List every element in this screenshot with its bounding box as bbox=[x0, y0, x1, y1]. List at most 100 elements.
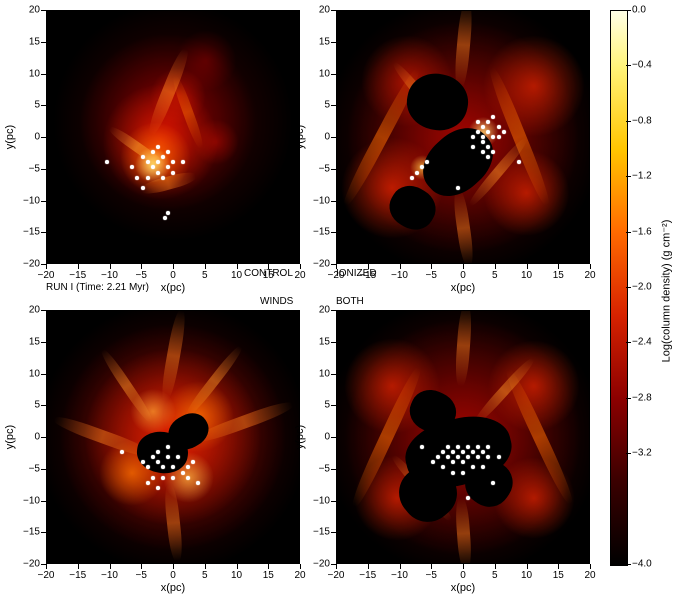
y-tickmark bbox=[41, 437, 46, 438]
x-tick-label: 0 bbox=[460, 570, 466, 581]
gas-blob bbox=[323, 297, 602, 576]
y-tick-label: 20 bbox=[306, 5, 330, 16]
x-tick-label: 15 bbox=[553, 570, 564, 581]
sink-particle bbox=[156, 460, 160, 464]
sink-particle bbox=[171, 160, 175, 164]
sink-particle bbox=[446, 445, 450, 449]
gas-blob bbox=[410, 155, 435, 180]
x-tickmark bbox=[205, 564, 206, 569]
gas-blob bbox=[341, 137, 443, 239]
gas-blob bbox=[52, 1, 293, 242]
sink-particle bbox=[191, 460, 195, 464]
y-tick-label: −15 bbox=[306, 227, 330, 238]
colorbar-tick-label: −3.2 bbox=[632, 448, 652, 459]
sink-particle bbox=[156, 160, 160, 164]
y-tickmark bbox=[331, 437, 336, 438]
gas-filament bbox=[183, 344, 244, 418]
x-tick-label: 10 bbox=[231, 570, 242, 581]
sink-particle bbox=[476, 455, 480, 459]
y-tickmark bbox=[331, 469, 336, 470]
sink-particle bbox=[146, 176, 150, 180]
panel-name-label: WINDS bbox=[260, 296, 293, 307]
sink-particle bbox=[481, 150, 485, 154]
y-tick-label: 15 bbox=[306, 36, 330, 47]
sink-particle bbox=[410, 176, 414, 180]
y-tickmark bbox=[41, 232, 46, 233]
x-tick-label: 20 bbox=[584, 270, 595, 281]
panel-both: −20−20−15−15−10−10−5−50055101015152020x(… bbox=[336, 310, 590, 564]
y-tick-label: 20 bbox=[16, 305, 40, 316]
x-tickmark bbox=[141, 564, 142, 569]
gas-blob bbox=[344, 318, 583, 557]
cavity bbox=[403, 384, 461, 440]
gas-blob bbox=[468, 117, 498, 147]
sink-particle bbox=[451, 460, 455, 464]
sink-particle bbox=[491, 135, 495, 139]
y-tick-label: −5 bbox=[306, 463, 330, 474]
x-tick-label: −20 bbox=[328, 570, 345, 581]
x-axis-label: x(pc) bbox=[161, 582, 185, 594]
colorbar-label: Log(column density) (g cm⁻²) bbox=[660, 220, 673, 363]
y-tick-label: −10 bbox=[306, 495, 330, 506]
colorbar-tick-label: −4.0 bbox=[632, 559, 652, 570]
y-tick-label: −20 bbox=[306, 559, 330, 570]
y-tick-label: −15 bbox=[16, 227, 40, 238]
y-tickmark bbox=[41, 74, 46, 75]
y-tickmark bbox=[331, 169, 336, 170]
gas-blob bbox=[79, 33, 257, 211]
y-tickmark bbox=[331, 105, 336, 106]
x-tick-label: 20 bbox=[294, 270, 305, 281]
sink-particle bbox=[486, 130, 490, 134]
y-tickmark bbox=[41, 137, 46, 138]
x-tickmark bbox=[336, 564, 337, 569]
gas-filament bbox=[391, 60, 454, 133]
x-tickmark bbox=[431, 564, 432, 569]
gas-filament bbox=[163, 485, 184, 562]
cavity bbox=[382, 179, 442, 237]
x-tickmark bbox=[110, 564, 111, 569]
sink-particle bbox=[161, 465, 165, 469]
sink-particle bbox=[471, 135, 475, 139]
gas-filament bbox=[453, 2, 473, 89]
gas-blob bbox=[135, 147, 171, 183]
y-tickmark bbox=[331, 501, 336, 502]
y-tick-label: 0 bbox=[306, 432, 330, 443]
y-tickmark bbox=[331, 374, 336, 375]
y-tickmark bbox=[331, 264, 336, 265]
gas-filament bbox=[502, 368, 576, 507]
y-tick-label: 0 bbox=[16, 132, 40, 143]
x-tick-label: −5 bbox=[426, 570, 437, 581]
gas-filament bbox=[159, 310, 187, 402]
y-tickmark bbox=[41, 169, 46, 170]
panel-name-label: BOTH bbox=[336, 296, 364, 307]
x-tick-label: −15 bbox=[69, 270, 86, 281]
sink-particle bbox=[166, 150, 170, 154]
sink-particle bbox=[451, 450, 455, 454]
y-tickmark bbox=[41, 10, 46, 11]
sink-particle bbox=[456, 186, 460, 190]
gas-filament bbox=[340, 67, 423, 208]
gas-blob bbox=[323, 0, 602, 277]
x-tickmark bbox=[110, 264, 111, 269]
x-tickmark bbox=[400, 564, 401, 569]
y-tick-label: 15 bbox=[16, 36, 40, 47]
x-tickmark bbox=[78, 264, 79, 269]
sink-particle bbox=[481, 450, 485, 454]
gas-blob bbox=[102, 84, 219, 201]
gas-blob bbox=[493, 457, 574, 538]
panel-control: −20−20−15−15−10−10−5−50055101015152020x(… bbox=[46, 10, 300, 264]
y-tick-label: −5 bbox=[306, 163, 330, 174]
y-tickmark bbox=[41, 342, 46, 343]
gas-blob bbox=[163, 452, 214, 503]
y-tick-label: 10 bbox=[306, 68, 330, 79]
colorbar-tick-label: −1.6 bbox=[632, 226, 652, 237]
y-axis-label: y(pc) bbox=[294, 425, 306, 449]
sink-particle bbox=[502, 130, 506, 134]
sink-particle bbox=[420, 165, 424, 169]
y-tick-label: 0 bbox=[16, 432, 40, 443]
sink-particle bbox=[471, 145, 475, 149]
cavity bbox=[411, 116, 505, 209]
x-axis-label: x(pc) bbox=[451, 282, 475, 294]
sink-particle bbox=[151, 165, 155, 169]
gas-filament bbox=[52, 414, 152, 461]
